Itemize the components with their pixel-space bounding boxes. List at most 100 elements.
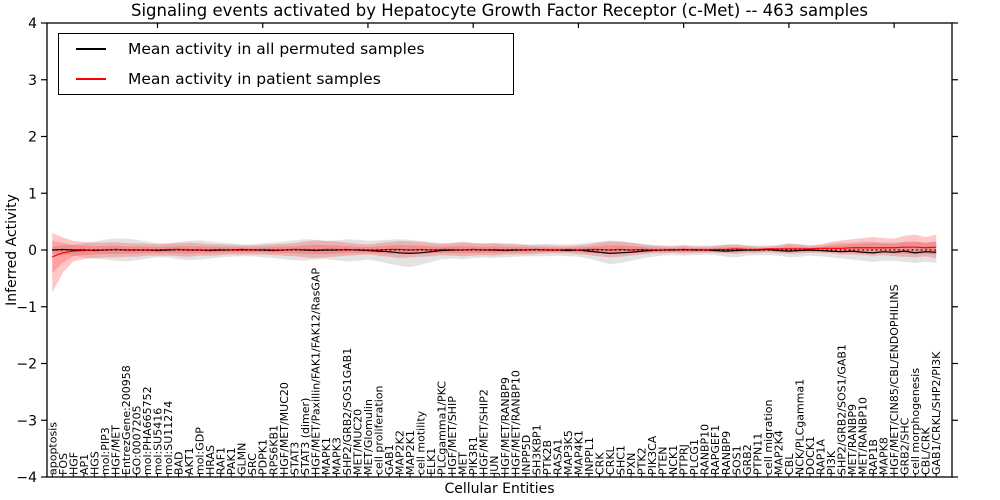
x-tick-label: MAP4K1 <box>572 430 585 475</box>
x-tick-label: ELK1 <box>425 448 438 475</box>
x-tick-label: HGF/MET/SHIP <box>446 396 459 475</box>
x-tick-label: EntrezGene:200958 <box>120 365 133 475</box>
x-tick-label: PI3K <box>825 450 838 475</box>
x-tick-label: RANBP9 <box>720 431 733 475</box>
x-tick-label: CBL <box>783 453 796 475</box>
x-tick-label: SHC1 <box>615 445 628 475</box>
legend: Mean activity in all permuted samples Me… <box>58 33 514 95</box>
x-tick-label: STAT3 <box>288 442 301 475</box>
series-lines <box>52 246 937 258</box>
x-tick-label: RANBP10 <box>699 424 712 475</box>
y-tick-label: 1 <box>28 186 37 202</box>
x-tick-label: GAB1/CRKL/SHP2/PI3K <box>930 351 943 475</box>
x-tick-label: PTPRJ <box>678 444 691 475</box>
x-tick-label: RASA1 <box>551 439 564 475</box>
patient-samples-band-inner <box>52 240 937 274</box>
x-tick-label: DOCK1 <box>804 436 817 475</box>
x-tick-label: MAP2K1 <box>404 430 417 475</box>
x-tick-label: GLMN <box>236 443 249 475</box>
x-tick-label: GRB2 <box>741 444 754 475</box>
x-tick-label: INPPL1 <box>583 437 596 475</box>
x-tick-label: HGF/MET/CIN85/CBL/ENDOPHILINS <box>888 284 901 475</box>
x-tick-label: PTEN <box>657 446 670 475</box>
x-tick-label: PIK3R1 <box>467 436 480 475</box>
x-tick-label: MET/Glomulin <box>362 399 375 475</box>
x-tick-label: NCK1 <box>667 445 680 475</box>
y-tick-label: 4 <box>28 16 37 32</box>
x-axis-title: Cellular Entities <box>444 481 555 497</box>
x-tick-label: PXN <box>625 453 638 475</box>
legend-line-patient <box>76 77 106 80</box>
permuted-samples-band <box>52 238 937 268</box>
y-tick-label: 0 <box>28 243 37 259</box>
x-tick-label: JUN <box>488 455 501 476</box>
x-tick-label: mol:PIP3 <box>99 427 112 475</box>
patient-samples-band <box>52 232 937 293</box>
x-tick-label: GRB2/SHC <box>899 417 912 475</box>
x-tick-label: MAPK1 <box>320 437 333 475</box>
x-tick-label: CRKL <box>604 445 617 475</box>
x-tick-label: HGF/MET/RANBP9 <box>499 377 512 475</box>
x-tick-label: MAP2K2 <box>394 430 407 475</box>
x-tick-label: PTK2 <box>636 447 649 475</box>
y-tick-label: 3 <box>28 73 37 89</box>
x-tick-label: RAP1A <box>814 439 827 475</box>
x-tick-label: MAPK3 <box>330 437 343 475</box>
y-tick-label: −3 <box>16 413 37 429</box>
x-tick-label: MAP3K5 <box>562 430 575 475</box>
x-tick-label: RAPGEF1 <box>709 425 722 475</box>
x-tick-label: PAK1 <box>225 447 238 475</box>
y-tick-label: 2 <box>28 130 37 146</box>
legend-label-permuted: Mean activity in all permuted samples <box>128 40 425 59</box>
x-tick-label: AKT1 <box>183 447 196 475</box>
x-tick-label: HGF/MET/MUC20 <box>278 382 291 475</box>
legend-entry-permuted: Mean activity in all permuted samples <box>59 35 513 63</box>
y-tick-label: −1 <box>16 300 37 316</box>
x-tick-label: GAB1 <box>383 444 396 475</box>
x-tick-label: RPS6KB1 <box>267 425 280 475</box>
y-tick-label: −4 <box>16 470 37 486</box>
x-tick-label: MAPK8 <box>878 437 891 475</box>
x-tick-label: MET/RANBP9 <box>846 404 859 475</box>
x-tick-label: GO:0007205 <box>130 405 143 475</box>
x-tick-label: HGS <box>88 451 101 475</box>
x-tick-label: SHP2/GRB2/SOS1GAB1 <box>341 348 354 475</box>
x-tick-label: PLCgamma1/PKC <box>436 381 449 475</box>
x-tick-label: SRC <box>246 453 259 475</box>
confidence-bands <box>52 232 937 293</box>
x-tick-label: SH3KBP1 <box>530 424 543 475</box>
x-tick-label: INPP5D <box>520 435 533 475</box>
x-tick-label: PLCG1 <box>688 439 701 475</box>
x-tick-label: MET/MUC20 <box>351 409 364 475</box>
figure-title: Signaling events activated by Hepatocyte… <box>131 1 868 20</box>
x-tick-label: PDPK1 <box>257 439 270 475</box>
x-tick-label: mol:SU11274 <box>162 401 175 475</box>
x-tick-label: SOS1 <box>730 445 743 475</box>
x-tick-label: STAT3 (dimer) <box>299 398 312 475</box>
x-tick-label: HGF/MET/SHIP2 <box>478 389 491 475</box>
y-tick-label: −2 <box>16 357 37 373</box>
x-tick-label: AP1 <box>78 454 91 475</box>
x-tick-label: PTPN11 <box>751 433 764 475</box>
x-tick-label: MAP2K4 <box>772 430 785 475</box>
x-tick-label: BAD <box>173 451 186 475</box>
axes-frame: 4 3 2 1 0 −1 −2 −3 −4 <box>16 16 958 486</box>
x-tick-label: cell migration <box>762 399 775 475</box>
x-tick-label: apoptosis <box>46 422 59 475</box>
x-tick-label: HGF/MET <box>109 425 122 475</box>
x-tick-label: mol:GDP <box>194 427 207 475</box>
x-tick-label: PTK2B <box>541 440 554 475</box>
x-tick-label: SHP2/GRB2/SOS1/GAB1 <box>836 344 849 475</box>
y-axis-title: Inferred Activity <box>4 194 20 306</box>
x-tick-labels: apoptosisFOSHGFAP1HGSmol:PIP3HGF/METEntr… <box>46 268 943 476</box>
x-tick-label: NCK/PLCgamma1 <box>793 379 806 475</box>
x-tick-label: RAP1B <box>867 439 880 475</box>
legend-entry-patient: Mean activity in patient samples <box>59 65 513 93</box>
x-tick-label: HGF/MET/Paxillin/FAK1/FAK12/RasGAP <box>309 268 322 475</box>
x-tick-label: MET/RANBP10 <box>857 397 870 475</box>
x-tick-label: mol:PHA665752 <box>141 386 154 475</box>
x-tick-label: HGF/MET/RANBP10 <box>509 370 522 475</box>
x-tick-label: mol:SU5416 <box>151 408 164 475</box>
legend-label-patient: Mean activity in patient samples <box>128 69 381 88</box>
